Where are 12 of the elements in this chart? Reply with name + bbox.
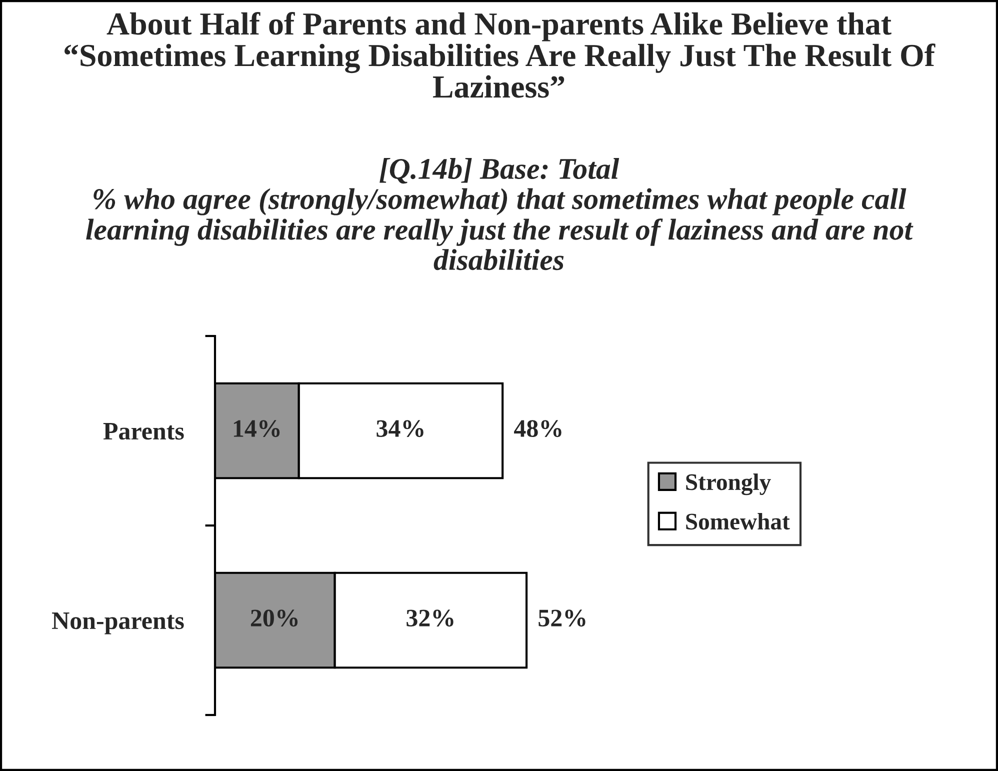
y-tick-label: Parents	[103, 423, 184, 440]
data-label: 34%	[376, 420, 424, 438]
total-label: 48%	[514, 420, 562, 438]
total-label: 52%	[538, 610, 586, 627]
y-tick-label: Non-parents	[52, 612, 184, 634]
chart-title: About Half of Parents and Non-parents Alike Believe that “Sometimes Learning Disabilities Are Really Just The Result Of Laziness”	[64, 12, 936, 98]
data-label: 32%	[406, 610, 454, 627]
legend-label: Somewhat	[686, 512, 790, 530]
data-label: 14%	[234, 420, 280, 438]
data-label: 20%	[250, 610, 298, 627]
chart-subtitle: [Q.14b] Base: Total % who agree (strongly/somewhat) that sometimes what people call learning disabilities are really just the result of laziness and are not disabilities	[86, 158, 914, 270]
legend-label: Strongly	[686, 474, 771, 496]
